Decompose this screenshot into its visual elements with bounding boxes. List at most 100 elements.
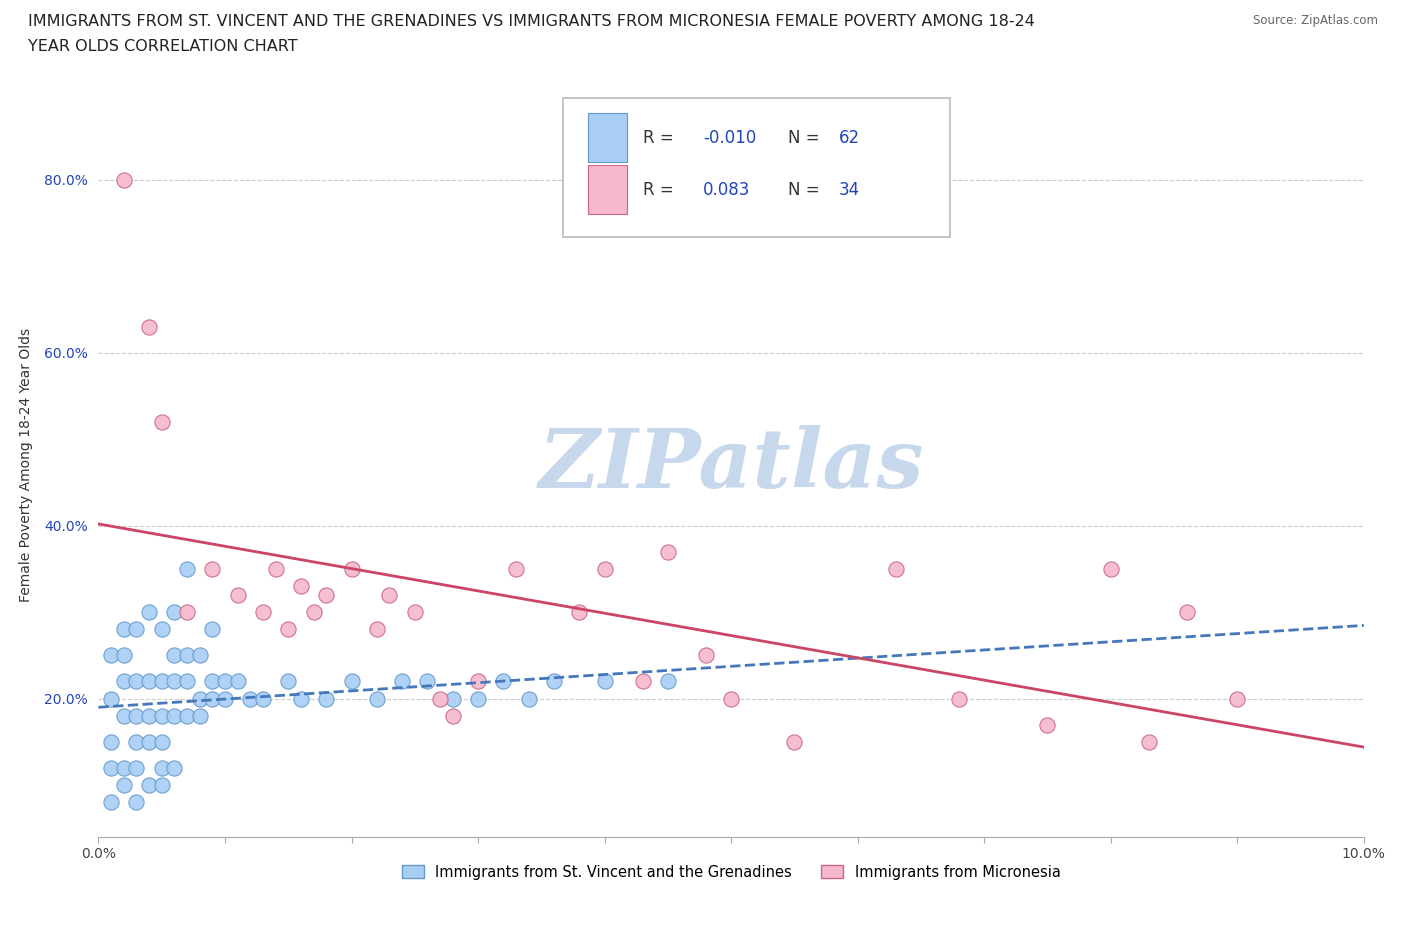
Point — [214, 674, 236, 689]
Point — [188, 709, 211, 724]
Point — [163, 709, 186, 724]
Point — [201, 622, 224, 637]
Point — [188, 691, 211, 706]
Point — [264, 562, 287, 577]
Point — [138, 604, 160, 619]
Point — [884, 562, 907, 577]
Text: 0.083: 0.083 — [703, 180, 751, 199]
Point — [252, 691, 274, 706]
Point — [695, 648, 717, 663]
Point — [138, 674, 160, 689]
Point — [226, 674, 249, 689]
Text: -0.010: -0.010 — [703, 128, 756, 147]
Point — [214, 691, 236, 706]
Point — [404, 604, 426, 619]
Point — [138, 735, 160, 750]
Point — [112, 777, 135, 792]
Point — [593, 674, 616, 689]
Point — [100, 648, 122, 663]
Text: R =: R = — [643, 128, 679, 147]
Text: 62: 62 — [839, 128, 860, 147]
Point — [290, 578, 312, 593]
Point — [467, 674, 489, 689]
Point — [176, 604, 198, 619]
Point — [163, 674, 186, 689]
Point — [315, 588, 337, 603]
Point — [467, 691, 489, 706]
Point — [125, 622, 148, 637]
Point — [948, 691, 970, 706]
Point — [226, 588, 249, 603]
Point — [163, 648, 186, 663]
Point — [1036, 717, 1059, 732]
Point — [593, 562, 616, 577]
Point — [112, 709, 135, 724]
Point — [176, 674, 198, 689]
Text: YEAR OLDS CORRELATION CHART: YEAR OLDS CORRELATION CHART — [28, 39, 298, 54]
Y-axis label: Female Poverty Among 18-24 Year Olds: Female Poverty Among 18-24 Year Olds — [20, 328, 32, 602]
Point — [1226, 691, 1249, 706]
Point — [150, 761, 173, 776]
Point — [429, 691, 451, 706]
Point — [1175, 604, 1198, 619]
Text: N =: N = — [789, 128, 825, 147]
Point — [517, 691, 540, 706]
Point — [138, 709, 160, 724]
Point — [112, 761, 135, 776]
Point — [277, 674, 299, 689]
Text: N =: N = — [789, 180, 825, 199]
FancyBboxPatch shape — [588, 166, 627, 214]
Point — [150, 414, 173, 429]
Point — [100, 795, 122, 810]
Point — [100, 691, 122, 706]
Point — [150, 674, 173, 689]
Point — [657, 544, 679, 559]
FancyBboxPatch shape — [562, 99, 950, 236]
Point — [239, 691, 262, 706]
Point — [112, 172, 135, 187]
Point — [163, 604, 186, 619]
Point — [315, 691, 337, 706]
Point — [176, 709, 198, 724]
Point — [492, 674, 515, 689]
Point — [1099, 562, 1122, 577]
Point — [150, 777, 173, 792]
Point — [378, 588, 401, 603]
Point — [366, 691, 388, 706]
Point — [150, 735, 173, 750]
FancyBboxPatch shape — [588, 113, 627, 162]
Point — [125, 709, 148, 724]
Point — [201, 691, 224, 706]
Point — [163, 761, 186, 776]
Point — [543, 674, 565, 689]
Point — [277, 622, 299, 637]
Text: IMMIGRANTS FROM ST. VINCENT AND THE GRENADINES VS IMMIGRANTS FROM MICRONESIA FEM: IMMIGRANTS FROM ST. VINCENT AND THE GREN… — [28, 14, 1035, 29]
Point — [125, 674, 148, 689]
Point — [783, 735, 806, 750]
Point — [150, 709, 173, 724]
Text: R =: R = — [643, 180, 683, 199]
Point — [150, 622, 173, 637]
Point — [302, 604, 325, 619]
Point — [416, 674, 439, 689]
Point — [252, 604, 274, 619]
Point — [1137, 735, 1160, 750]
Point — [657, 674, 679, 689]
Point — [340, 674, 363, 689]
Point — [112, 674, 135, 689]
Point — [125, 761, 148, 776]
Point — [125, 795, 148, 810]
Point — [441, 709, 464, 724]
Point — [340, 562, 363, 577]
Point — [176, 648, 198, 663]
Point — [100, 735, 122, 750]
Point — [100, 761, 122, 776]
Point — [201, 674, 224, 689]
Legend: Immigrants from St. Vincent and the Grenadines, Immigrants from Micronesia: Immigrants from St. Vincent and the Gren… — [396, 858, 1066, 885]
Point — [188, 648, 211, 663]
Point — [112, 622, 135, 637]
Point — [176, 562, 198, 577]
Text: ZIPatlas: ZIPatlas — [538, 425, 924, 505]
Point — [112, 648, 135, 663]
Point — [568, 604, 591, 619]
